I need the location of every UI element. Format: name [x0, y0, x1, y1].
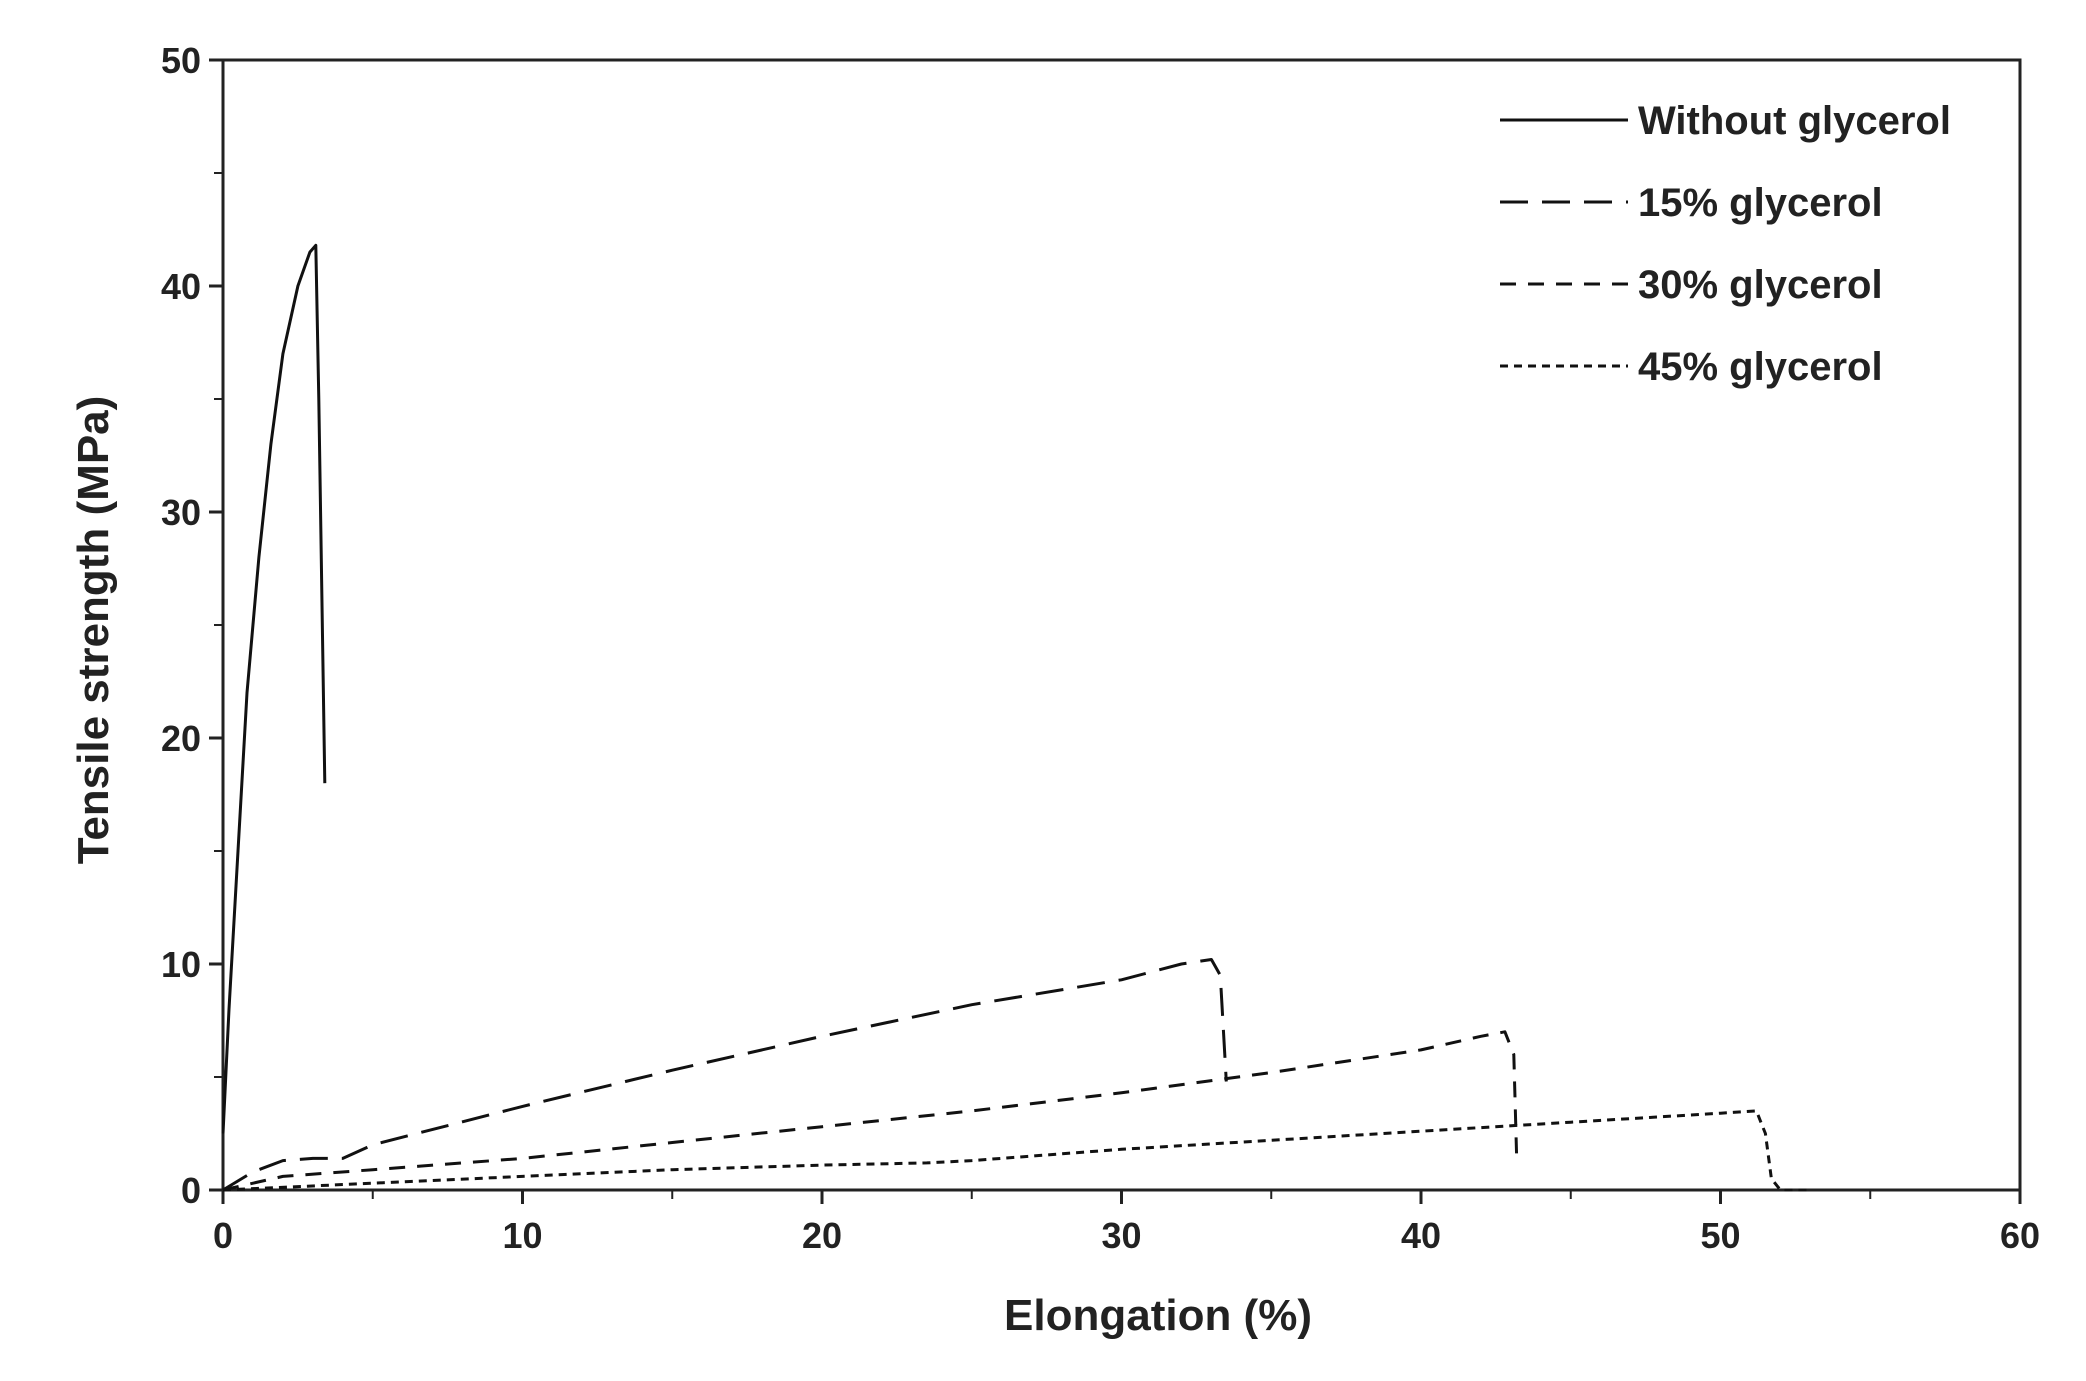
y-axis: 0 10 20 30 40 50	[161, 40, 223, 1211]
series-line-3	[222, 1030, 1519, 1192]
x-tick-label: 50	[1700, 1215, 1740, 1256]
legend-label-1: Without glycerol	[1638, 99, 1951, 143]
series-line-1	[221, 243, 327, 1134]
series-line-4	[222, 1109, 1811, 1192]
legend: Without glycerol 15% glycerol 30% glycerol…	[1500, 99, 1951, 389]
y-tick-label: 20	[161, 718, 201, 759]
legend-label-3: 30% glycerol	[1638, 263, 1883, 307]
y-tick-label: 40	[161, 266, 201, 307]
x-tick-label: 10	[502, 1215, 542, 1256]
y-tick-label: 30	[161, 492, 201, 533]
y-tick-label: 50	[161, 40, 201, 81]
plot-area	[221, 58, 2022, 1192]
series-layer	[221, 243, 1811, 1192]
x-tick-label: 20	[802, 1215, 842, 1256]
y-axis-title: Tensile strength (MPa)	[69, 396, 118, 865]
legend-label-2: 15% glycerol	[1638, 181, 1883, 225]
x-tick-label: 40	[1401, 1215, 1441, 1256]
legend-label-4: 45% glycerol	[1638, 345, 1883, 389]
x-axis-title: Elongation (%)	[1004, 1291, 1312, 1340]
y-tick-label: 10	[161, 944, 201, 985]
x-tick-label: 60	[2000, 1215, 2040, 1256]
y-tick-label: 0	[181, 1170, 201, 1211]
x-axis: 0 10 20 30 40 50 60	[213, 1190, 2040, 1256]
series-line-2	[222, 958, 1228, 1192]
plot-border	[221, 58, 2022, 1192]
x-tick-label: 30	[1101, 1215, 1141, 1256]
x-tick-label: 0	[213, 1215, 233, 1256]
